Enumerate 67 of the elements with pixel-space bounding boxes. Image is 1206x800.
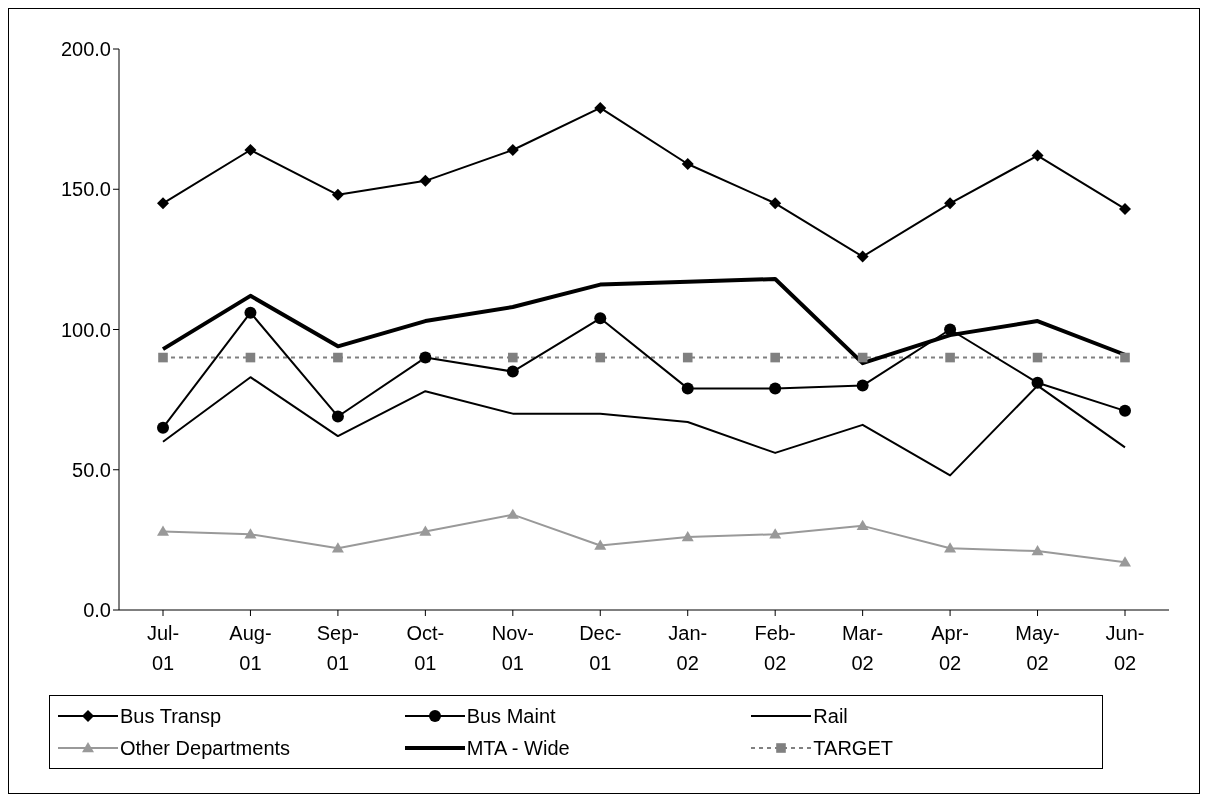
x-tick-label: Jul-01: [146, 622, 180, 674]
point: [333, 352, 343, 363]
point: [1119, 556, 1131, 567]
x-tick-label: Dec-01: [579, 622, 622, 674]
point: [594, 312, 607, 325]
x-tick-label: Jan-02: [668, 622, 708, 674]
line-series: [162, 376, 1126, 477]
point: [944, 197, 957, 210]
point: [244, 306, 257, 319]
point: [594, 539, 607, 550]
point: [945, 352, 955, 363]
point: [681, 531, 694, 542]
point: [770, 352, 780, 363]
point: [419, 525, 432, 536]
legend-label: MTA - Wide: [466, 736, 570, 760]
point: [856, 379, 869, 392]
legend-label: Bus Transp: [120, 704, 222, 728]
point: [157, 197, 169, 210]
point: [331, 188, 344, 201]
point: [244, 143, 257, 156]
point: [856, 519, 869, 531]
point: [681, 382, 694, 395]
x-tick-label: May-02: [1015, 622, 1060, 674]
y-tick-label: 100.0: [60, 318, 111, 341]
point: [1119, 404, 1131, 417]
point: [157, 525, 169, 536]
point: [506, 143, 519, 156]
point: [419, 174, 432, 187]
point: [944, 323, 957, 336]
point: [1120, 352, 1130, 363]
x-tick-label: Apr-02: [931, 622, 969, 674]
point: [856, 250, 869, 263]
point: [769, 528, 782, 539]
point: [1031, 376, 1044, 389]
x-tick-label: Nov-01: [491, 622, 534, 674]
point: [681, 158, 694, 171]
point: [331, 542, 344, 553]
x-tick-label: Feb-02: [754, 622, 796, 674]
x-tick-label: Oct-01: [406, 622, 445, 674]
point: [158, 352, 168, 363]
point: [769, 197, 782, 210]
point: [1031, 545, 1044, 556]
legend-label: Bus Maint: [466, 704, 556, 728]
point: [595, 352, 606, 363]
point: [331, 410, 344, 423]
point: [506, 508, 519, 519]
y-tick-label: 200.0: [60, 38, 111, 61]
point: [769, 382, 782, 395]
point: [1119, 202, 1131, 215]
legend-label: Other Departments: [120, 736, 291, 760]
y-tick-label: 0.0: [83, 599, 111, 622]
point: [944, 542, 957, 553]
x-tick-label: Mar-02: [842, 622, 884, 674]
x-tick-label: Jun-02: [1105, 622, 1145, 674]
y-tick-label: 50.0: [72, 458, 111, 481]
point: [682, 352, 693, 363]
legend-label: TARGET: [813, 736, 893, 760]
x-tick-label: Aug-01: [229, 622, 272, 674]
point: [506, 365, 519, 378]
y-tick-label: 150.0: [60, 178, 111, 201]
legend-label: Rail: [813, 704, 848, 728]
point: [157, 421, 169, 434]
point: [1031, 149, 1044, 162]
point: [508, 352, 518, 363]
point: [594, 101, 607, 114]
point: [244, 528, 257, 539]
x-tick-label: Sep-01: [316, 622, 360, 674]
